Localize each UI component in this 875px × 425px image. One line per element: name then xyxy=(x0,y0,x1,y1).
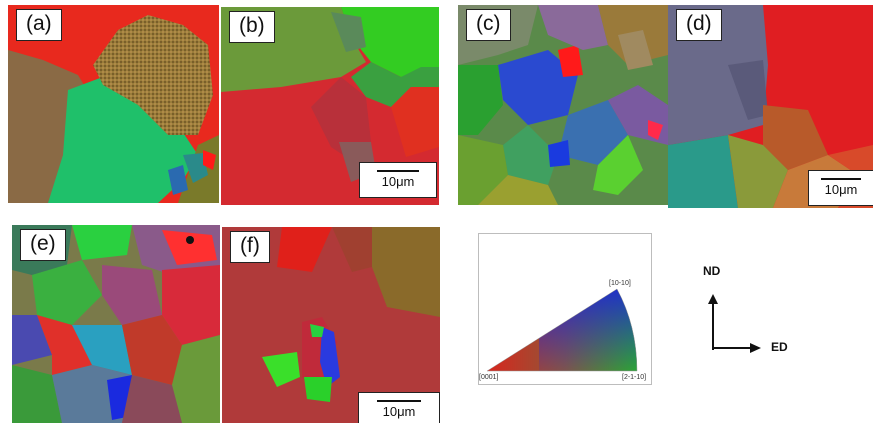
scale-bar-b-text: 10μm xyxy=(381,174,415,189)
panel-label-d: (d) xyxy=(676,9,722,41)
axis-arrows xyxy=(708,294,761,353)
panel-label-e: (e) xyxy=(20,229,66,261)
scale-bar-b: 10μm xyxy=(359,162,437,198)
ipf-triangle xyxy=(486,288,638,372)
scale-bar-d-text: 10μm xyxy=(824,182,858,197)
panel-label-c: (c) xyxy=(466,9,511,41)
panel-label-a: (a) xyxy=(16,9,62,41)
ebsd-map-d: (d) 10μm xyxy=(668,5,873,208)
ebsd-map-b: (b) 10μm xyxy=(221,7,439,205)
panel-label-f: (f) xyxy=(230,231,270,263)
ebsd-map-e: (e) xyxy=(12,225,220,423)
ipf-label-10-10: [10-10] xyxy=(609,280,631,287)
axis-label-nd: ND xyxy=(703,264,721,278)
axis-label-ed: ED xyxy=(771,340,788,354)
scale-bar-f: 10μm xyxy=(358,392,440,423)
ipf-label-0001: [0001] xyxy=(479,374,499,381)
ebsd-map-c: (c) xyxy=(458,5,668,205)
ipf-label-2-1-10: [2-1-10] xyxy=(622,374,647,381)
scale-bar-f-text: 10μm xyxy=(382,404,416,419)
ipf-color-key: [0001] [10-10] [2-1-10] xyxy=(478,233,652,385)
ebsd-map-a-grains xyxy=(8,5,219,203)
scale-bar-d: 10μm xyxy=(808,170,873,206)
panel-label-b: (b) xyxy=(229,11,275,43)
ebsd-map-a: (a) xyxy=(8,5,219,203)
ebsd-map-f: (f) 10μm xyxy=(222,227,440,423)
